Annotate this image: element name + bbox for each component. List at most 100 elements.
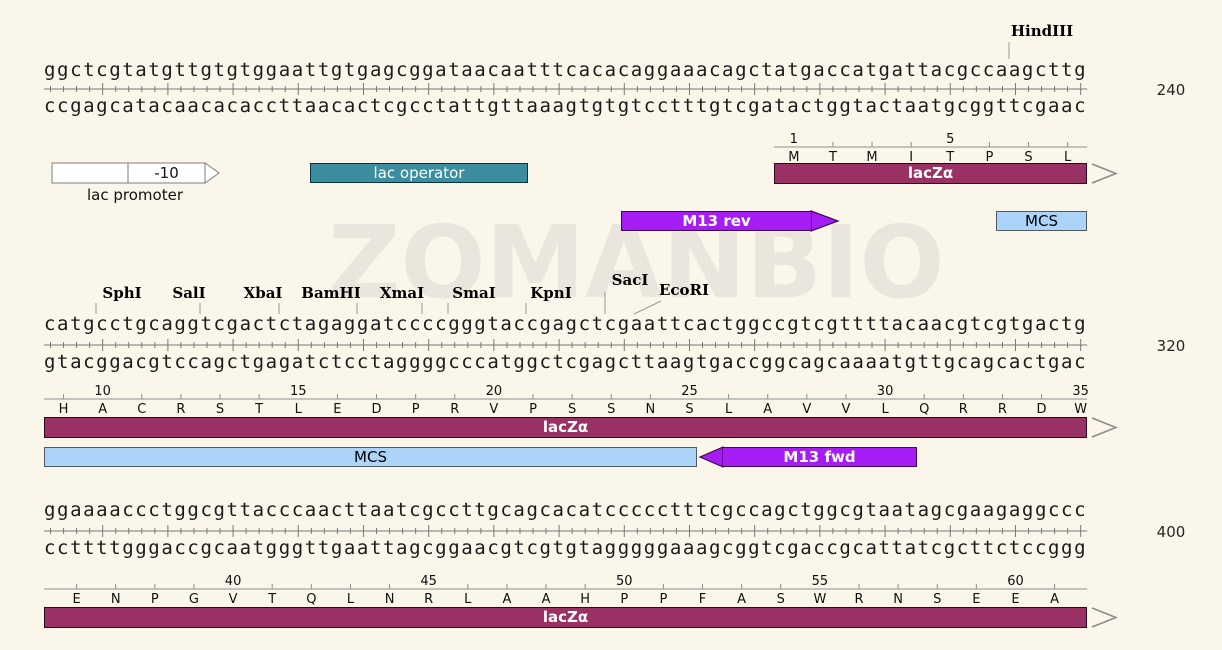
- amino-acid-letter: V: [842, 402, 851, 417]
- enzyme-label-kpni[interactable]: KpnI: [530, 284, 572, 302]
- lac-operator-feature[interactable]: lac operator: [310, 163, 528, 183]
- m13-fwd-primer[interactable]: M13 fwd: [723, 447, 917, 467]
- amino-acid-letter: S: [607, 402, 615, 417]
- top-strand-row-1[interactable]: ggctcgtatgttgtgtggaattgtgagcggataacaattt…: [44, 59, 1088, 81]
- amino-acid-letter: R: [424, 592, 433, 607]
- amino-acid-letter: P: [151, 592, 159, 607]
- amino-acid-letter: S: [685, 402, 693, 417]
- continuation-chevron-icon: [1091, 417, 1119, 438]
- amino-acid-letter: W: [1074, 402, 1087, 417]
- residue-number: 20: [486, 384, 503, 399]
- continuation-chevron-icon: [1091, 607, 1119, 628]
- amino-acid-letter: L: [295, 402, 303, 417]
- amino-acid-letter: P: [412, 402, 420, 417]
- residue-number: 60: [1007, 574, 1024, 589]
- residue-number: 40: [225, 574, 242, 589]
- amino-acid-letter: A: [1050, 592, 1059, 607]
- amino-acid-letter: R: [998, 402, 1007, 417]
- amino-acid-letter: N: [385, 592, 395, 607]
- amino-acid-letter: S: [933, 592, 941, 607]
- top-strand-row-2[interactable]: catgcctgcaggtcgactctagaggatccccgggtaccga…: [44, 313, 1088, 335]
- amino-acid-letter: E: [72, 592, 80, 607]
- amino-acid-letter: N: [111, 592, 121, 607]
- amino-acid-letter: C: [137, 402, 146, 417]
- lacza-cds-row-3[interactable]: lacZα: [44, 607, 1087, 628]
- amino-acid-letter: L: [881, 402, 889, 417]
- amino-acid-letter: G: [189, 592, 199, 607]
- enzyme-label-xmai[interactable]: XmaI: [379, 284, 425, 302]
- amino-acid-letter: P: [529, 402, 537, 417]
- position-label-row-1: 240: [1156, 81, 1186, 99]
- amino-acid-letter: H: [580, 592, 590, 607]
- enzyme-label-saci[interactable]: SacI: [611, 271, 649, 289]
- amino-acid-letter: A: [542, 592, 551, 607]
- enzyme-label-sphi[interactable]: SphI: [102, 284, 142, 302]
- amino-acid-letter: S: [568, 402, 576, 417]
- amino-acid-letter: E: [333, 402, 341, 417]
- amino-acid-letter: Q: [306, 592, 316, 607]
- enzyme-label-smai[interactable]: SmaI: [452, 284, 496, 302]
- amino-acid-letter: V: [489, 402, 498, 417]
- amino-acid-letter: S: [216, 402, 224, 417]
- top-strand-row-3[interactable]: ggaaaaccctggcgttacccaacttaatcgccttgcagca…: [44, 499, 1088, 521]
- mcs-feature-row-1[interactable]: MCS: [996, 211, 1087, 231]
- residue-number: 5: [946, 132, 954, 147]
- amino-acid-letter: F: [699, 592, 706, 607]
- enzyme-label-xbai[interactable]: XbaI: [243, 284, 283, 302]
- amino-acid-letter: A: [763, 402, 772, 417]
- amino-acid-letter: P: [620, 592, 628, 607]
- amino-acid-letter: Q: [919, 402, 929, 417]
- amino-acid-letter: R: [959, 402, 968, 417]
- residue-number: 25: [681, 384, 698, 399]
- amino-acid-letter: N: [893, 592, 903, 607]
- enzyme-label-hindiii[interactable]: HindIII: [1010, 22, 1074, 40]
- amino-acid-letter: T: [267, 592, 276, 607]
- amino-acid-letter: W: [813, 592, 826, 607]
- residue-number: 55: [812, 574, 829, 589]
- position-label-row-3: 400: [1156, 523, 1186, 541]
- bottom-strand-row-3[interactable]: ccttttgggaccgcaatgggttgaattagcggaacgtcgt…: [44, 537, 1088, 559]
- amino-acid-letter: A: [502, 592, 511, 607]
- amino-acid-letter: R: [176, 402, 185, 417]
- amino-acid-letter: P: [659, 592, 667, 607]
- amino-acid-letter: L: [725, 402, 733, 417]
- amino-acid-letter: H: [59, 402, 69, 417]
- residue-number: 35: [1072, 384, 1089, 399]
- continuation-chevron-icon: [1091, 163, 1119, 184]
- enzyme-label-ecori[interactable]: EcoRI: [658, 281, 710, 299]
- lac-promoter-minus10-box[interactable]: -10: [154, 163, 179, 182]
- lacza-cds-row-2[interactable]: lacZα: [44, 417, 1087, 438]
- amino-acid-letter: N: [645, 402, 655, 417]
- residue-number: 10: [94, 384, 111, 399]
- position-label-row-2: 320: [1156, 337, 1186, 355]
- bottom-strand-row-1[interactable]: ccgagcatacaacacaccttaacactcgcctattgttaaa…: [44, 95, 1088, 117]
- mcs-feature-row-2[interactable]: MCS: [44, 447, 697, 467]
- amino-acid-letter: V: [802, 402, 811, 417]
- bottom-strand-row-2[interactable]: gtacggacgtccagctgagatctcctaggggcccatggct…: [44, 351, 1088, 373]
- amino-acid-letter: D: [1037, 402, 1047, 417]
- lac-promoter-label: lac promoter: [87, 186, 183, 204]
- residue-number: 1: [790, 132, 798, 147]
- residue-number: 30: [877, 384, 894, 399]
- residue-number: 15: [290, 384, 307, 399]
- amino-acid-letter: E: [1011, 592, 1019, 607]
- m13-rev-primer[interactable]: M13 rev: [621, 211, 811, 231]
- amino-acid-letter: V: [229, 592, 238, 607]
- lacza-cds-row-1[interactable]: lacZα: [774, 163, 1087, 184]
- m13-fwd-arrowhead-icon: [698, 446, 724, 468]
- amino-acid-letter: R: [854, 592, 863, 607]
- amino-acid-letter: R: [450, 402, 459, 417]
- amino-acid-letter: S: [777, 592, 785, 607]
- amino-acid-letter: D: [372, 402, 382, 417]
- amino-acid-letter: A: [98, 402, 107, 417]
- enzyme-label-sali[interactable]: SalI: [172, 284, 206, 302]
- enzyme-label-bamhi[interactable]: BamHI: [301, 284, 361, 302]
- residue-number: 45: [420, 574, 437, 589]
- amino-acid-letter: T: [254, 402, 263, 417]
- amino-acid-letter: L: [347, 592, 355, 607]
- amino-acid-letter: E: [972, 592, 980, 607]
- residue-number: 50: [616, 574, 633, 589]
- amino-acid-letter: L: [464, 592, 472, 607]
- amino-acid-letter: A: [737, 592, 746, 607]
